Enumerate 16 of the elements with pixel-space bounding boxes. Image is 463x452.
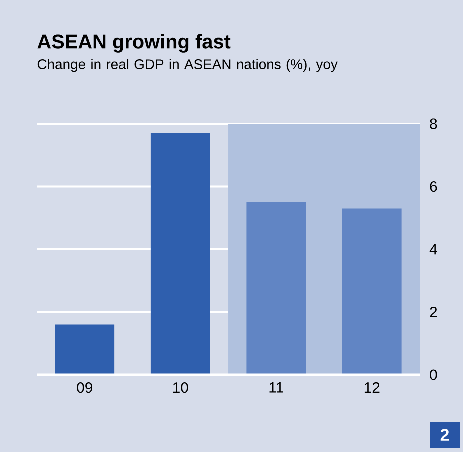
chart-title: ASEAN growing fast (38, 34, 231, 53)
chart-subtitle: Change in real GDP in ASEAN nations (%), yoy (38, 59, 338, 72)
bar (246, 202, 306, 375)
bar (342, 208, 402, 375)
y-tick-label: 2 (430, 307, 438, 318)
y-tick-label: 8 (430, 118, 438, 130)
bar (150, 133, 210, 375)
x-tick-label: 11 (270, 382, 284, 393)
text: 2 (440, 429, 450, 441)
x-tick-label: 10 (173, 382, 188, 394)
y-tick-label: 0 (430, 370, 438, 380)
x-tick-label: 09 (77, 382, 92, 394)
x-tick-label: 12 (364, 382, 380, 393)
bar (55, 324, 115, 375)
y-tick-label: 4 (430, 244, 438, 255)
y-tick-label: 6 (430, 181, 438, 192)
